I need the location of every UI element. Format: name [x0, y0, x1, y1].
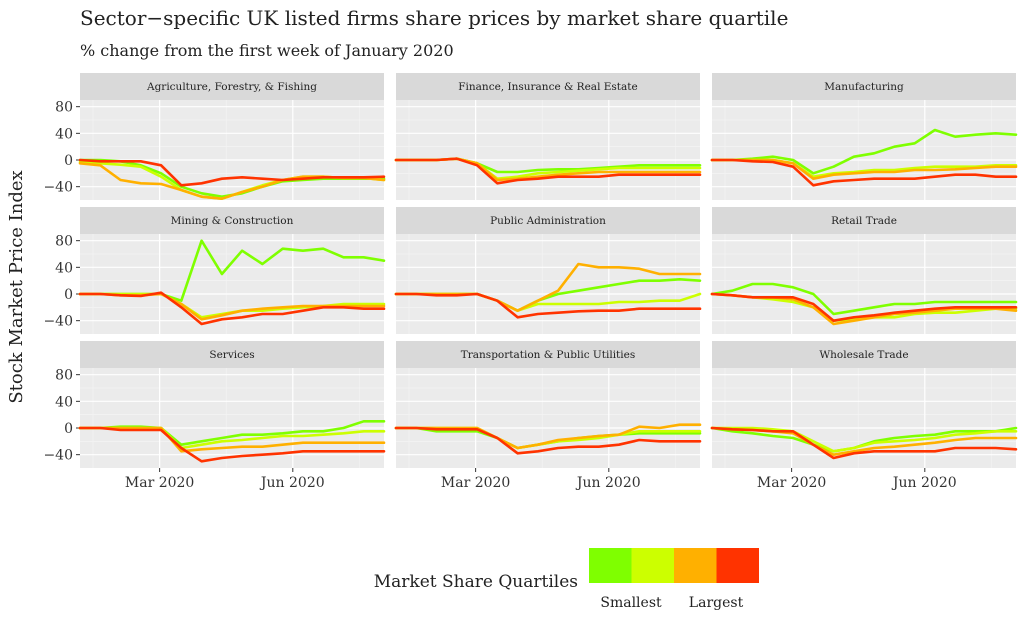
legend: Market Share Quartiles Smallest Largest — [374, 548, 759, 611]
x-tick-label: Mar 2020 — [441, 475, 510, 491]
facet-strip — [80, 207, 384, 234]
y-tick-label: 40 — [55, 260, 73, 276]
panel-background — [396, 234, 700, 334]
facet-panel: Services 80 40 0 −40 Mar 2020 Jun 2020 — [43, 341, 386, 491]
legend-label-largest: Largest — [689, 595, 744, 611]
facet-strip — [396, 341, 700, 368]
facet-panel: Agriculture, Forestry, & Fishing 80 40 0 −40 — [43, 73, 386, 200]
chart-title: Sector−specific UK listed firms share pr… — [80, 6, 788, 30]
legend-swatch-q4 — [716, 548, 759, 583]
facet-strip-label: Finance, Insurance & Real Estate — [458, 81, 637, 93]
facet-strip — [712, 341, 1016, 368]
y-tick-label: 80 — [55, 100, 73, 116]
facet-strip-label: Transportation & Public Utilities — [461, 349, 635, 361]
facet-panels: Agriculture, Forestry, & Fishing 80 40 0 −40… — [43, 73, 1018, 491]
legend-title: Market Share Quartiles — [374, 572, 578, 592]
y-tick-label: 40 — [55, 394, 73, 410]
y-tick-label: −40 — [43, 314, 73, 330]
facet-strip-label: Services — [209, 349, 254, 361]
legend-swatch-q1 — [589, 548, 632, 583]
series-line-q4 — [710, 292, 1018, 323]
facet-panel: Finance, Insurance & Real Estate — [394, 73, 702, 200]
series-line-q3 — [78, 426, 386, 453]
x-tick-label: Jun 2020 — [259, 475, 325, 491]
x-tick-label: Jun 2020 — [575, 475, 641, 491]
series-line-q4 — [78, 291, 386, 326]
facet-panel: Wholesale Trade Mar 2020 Jun 2020 — [710, 341, 1018, 491]
facet-panel: Transportation & Public Utilities Mar 202… — [394, 341, 702, 491]
facet-panel: Mining & Construction 80 40 0 −40 — [43, 207, 386, 334]
facet-panel: Retail Trade — [710, 207, 1018, 334]
facet-strip-label: Wholesale Trade — [819, 349, 908, 361]
series-line-q4 — [394, 426, 702, 455]
facet-strip — [80, 73, 384, 100]
facet-strip — [396, 73, 700, 100]
series-line-q1 — [710, 282, 1018, 316]
series-line-q2 — [710, 426, 1018, 453]
series-line-q4 — [394, 157, 702, 185]
panel-background — [80, 100, 384, 200]
facet-strip — [712, 73, 1016, 100]
facet-strip-label: Public Administration — [490, 215, 606, 227]
legend-swatch-q2 — [631, 548, 674, 583]
chart-subtitle: % change from the first week of January … — [80, 41, 454, 60]
facet-strip-label: Agriculture, Forestry, & Fishing — [146, 81, 317, 93]
facet-strip — [396, 207, 700, 234]
legend-label-smallest: Smallest — [600, 595, 662, 611]
facet-strip-label: Mining & Construction — [171, 215, 294, 227]
series-line-q4 — [78, 158, 386, 187]
legend-swatch-q3 — [674, 548, 717, 583]
y-tick-label: 0 — [64, 153, 73, 169]
facet-strip-label: Manufacturing — [824, 81, 904, 93]
panel-background — [80, 368, 384, 468]
series-line-q4 — [710, 158, 1018, 187]
y-tick-label: −40 — [43, 448, 73, 464]
series-line-q4 — [394, 292, 702, 319]
series-line-q4 — [710, 426, 1018, 460]
series-line-q1 — [710, 128, 1018, 175]
y-tick-label: 80 — [55, 368, 73, 384]
facet-panel: Public Administration — [394, 207, 702, 334]
panel-background — [396, 100, 700, 200]
y-tick-label: 40 — [55, 126, 73, 142]
panel-background — [712, 100, 1016, 200]
y-axis-title: Stock Market Price Index — [6, 170, 27, 403]
y-tick-label: 0 — [64, 421, 73, 437]
facet-strip-label: Retail Trade — [831, 215, 897, 227]
facet-panel: Manufacturing — [710, 73, 1018, 200]
panel-background — [396, 368, 700, 468]
series-line-q4 — [78, 426, 386, 463]
x-tick-label: Mar 2020 — [757, 475, 826, 491]
x-tick-label: Jun 2020 — [891, 475, 957, 491]
x-tick-label: Mar 2020 — [125, 475, 194, 491]
series-line-q3 — [710, 158, 1018, 180]
facet-strip — [80, 341, 384, 368]
y-tick-label: 0 — [64, 287, 73, 303]
facet-strip — [712, 207, 1016, 234]
legend-colorbar — [589, 548, 759, 583]
y-tick-label: 80 — [55, 234, 73, 250]
y-tick-label: −40 — [43, 180, 73, 196]
